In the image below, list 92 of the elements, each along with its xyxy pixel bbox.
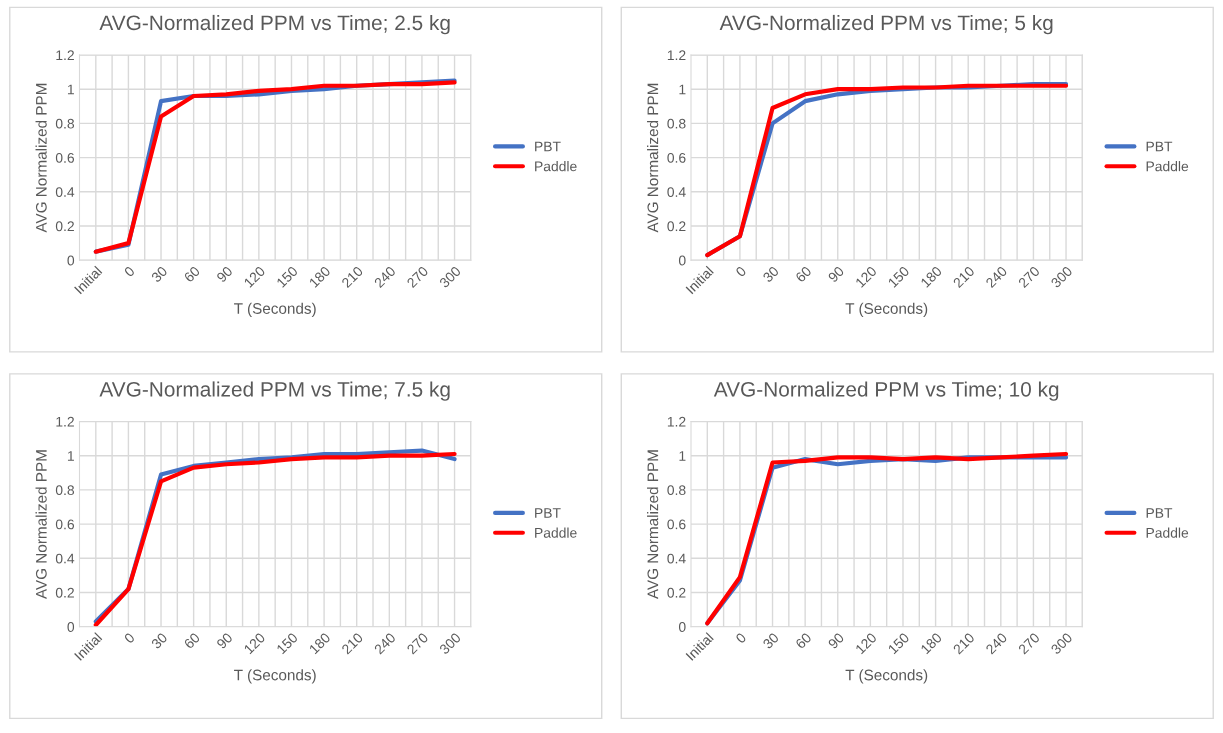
- x-tick-label: 150: [276, 265, 299, 288]
- y-tick-label: 0.6: [667, 152, 686, 163]
- x-tick-label: 120: [243, 632, 266, 655]
- y-tick-label: 1: [679, 451, 686, 461]
- x-tick-label: 270: [406, 632, 429, 655]
- x-tick-label: 240: [373, 632, 397, 655]
- x-tick-label: 120: [854, 265, 878, 288]
- x-axis-title: T (Seconds): [234, 302, 316, 317]
- legend-label: Paddle: [1146, 527, 1189, 538]
- x-tick-label: 180: [920, 265, 943, 288]
- legend-label: PBT: [535, 508, 561, 518]
- x-tick-label: 300: [438, 265, 462, 289]
- y-tick-label: 0.8: [55, 118, 75, 129]
- x-tick-label: 210: [341, 265, 364, 289]
- y-tick-label: 0.8: [667, 118, 686, 129]
- y-tick-label: 1.2: [667, 50, 686, 61]
- y-tick-label: 1: [67, 84, 74, 95]
- x-tick-label: 90: [827, 265, 845, 283]
- y-tick-label: 0.2: [55, 587, 74, 598]
- x-tick-label: 30: [150, 632, 168, 650]
- chart-title: AVG-Normalized PPM vs Time; 2.5 kg: [99, 14, 450, 35]
- x-tick-label: 0: [123, 265, 136, 278]
- x-tick-label: 60: [183, 265, 201, 283]
- x-tick-label: 180: [308, 632, 331, 655]
- y-tick-label: 0.4: [667, 187, 686, 197]
- x-tick-label: 210: [341, 632, 364, 655]
- y-tick-label: 0: [678, 622, 686, 632]
- x-tick-label: 0: [123, 632, 136, 644]
- y-tick-label: 0.8: [667, 485, 686, 496]
- y-tick-label: 1: [679, 84, 686, 95]
- legend-label: PBT: [1146, 508, 1173, 518]
- x-tick-label: 120: [243, 265, 266, 288]
- y-tick-label: 0.6: [55, 519, 75, 530]
- y-tick-label: 0.2: [667, 587, 686, 598]
- x-tick-label: 60: [794, 265, 812, 283]
- x-tick-label: 150: [276, 632, 299, 655]
- x-tick-label: 240: [985, 265, 1008, 289]
- legend-label: PBT: [1146, 141, 1173, 152]
- x-tick-label: 210: [952, 265, 976, 289]
- x-tick-label: 210: [952, 632, 976, 655]
- y-axis-title: AVG Normalized PPM: [647, 83, 659, 233]
- x-tick-label: 240: [985, 632, 1008, 655]
- x-tick-label: 0: [735, 265, 747, 278]
- y-tick-label: 0.2: [667, 221, 686, 232]
- x-tick-label: 150: [887, 265, 910, 288]
- x-tick-label: 90: [216, 265, 234, 283]
- y-tick-label: 1.2: [56, 416, 74, 427]
- legend-label: Paddle: [535, 527, 577, 538]
- chart-title: AVG-Normalized PPM vs Time; 5 kg: [719, 14, 1053, 35]
- x-tick-label: 240: [373, 265, 397, 289]
- x-tick-label: 90: [216, 632, 234, 650]
- x-tick-label: 270: [406, 265, 429, 289]
- x-tick-label: 270: [1017, 265, 1041, 289]
- x-tick-label: 60: [183, 632, 201, 650]
- y-tick-label: 0.6: [55, 152, 75, 163]
- x-tick-label: 30: [762, 632, 780, 650]
- y-tick-label: 0.6: [667, 519, 686, 530]
- x-tick-label: 90: [827, 632, 845, 650]
- x-tick-label: 30: [150, 265, 168, 283]
- legend-label: Paddle: [1146, 161, 1189, 172]
- chart-title: AVG-Normalized PPM vs Time; 10 kg: [713, 381, 1059, 401]
- y-tick-label: 1.2: [667, 416, 686, 427]
- x-tick-label: 180: [920, 632, 943, 655]
- x-axis-title: T (Seconds): [234, 669, 316, 684]
- y-tick-label: 0: [67, 622, 75, 632]
- x-axis-title: T (Seconds): [845, 669, 928, 684]
- y-tick-label: 0.2: [55, 221, 74, 232]
- y-axis-title: AVG Normalized PPM: [35, 450, 47, 600]
- y-tick-label: 0.4: [55, 187, 75, 197]
- x-tick-label: 180: [308, 265, 331, 288]
- y-tick-label: 0.4: [55, 553, 75, 564]
- x-tick-label: 150: [887, 632, 910, 655]
- y-tick-label: 0.8: [55, 485, 75, 496]
- y-tick-label: 1: [67, 451, 74, 461]
- x-tick-label: 300: [438, 632, 462, 655]
- x-tick-label: 300: [1050, 265, 1073, 289]
- y-axis-title: AVG Normalized PPM: [35, 83, 47, 233]
- y-tick-label: 0: [67, 255, 75, 266]
- y-tick-label: 0.4: [667, 553, 686, 564]
- x-tick-label: 60: [794, 632, 812, 650]
- y-tick-label: 0: [678, 255, 686, 266]
- x-tick-label: 30: [762, 265, 780, 283]
- x-axis-title: T (Seconds): [845, 302, 928, 317]
- legend-label: PBT: [535, 141, 561, 152]
- y-tick-label: 1.2: [56, 50, 74, 61]
- x-tick-label: 0: [735, 632, 747, 644]
- y-axis-title: AVG Normalized PPM: [647, 450, 659, 600]
- x-tick-label: 270: [1017, 632, 1041, 655]
- chart-title: AVG-Normalized PPM vs Time; 7.5 kg: [99, 381, 450, 401]
- legend-label: Paddle: [535, 161, 577, 172]
- x-tick-label: 120: [854, 632, 878, 655]
- x-tick-label: 300: [1050, 632, 1073, 655]
